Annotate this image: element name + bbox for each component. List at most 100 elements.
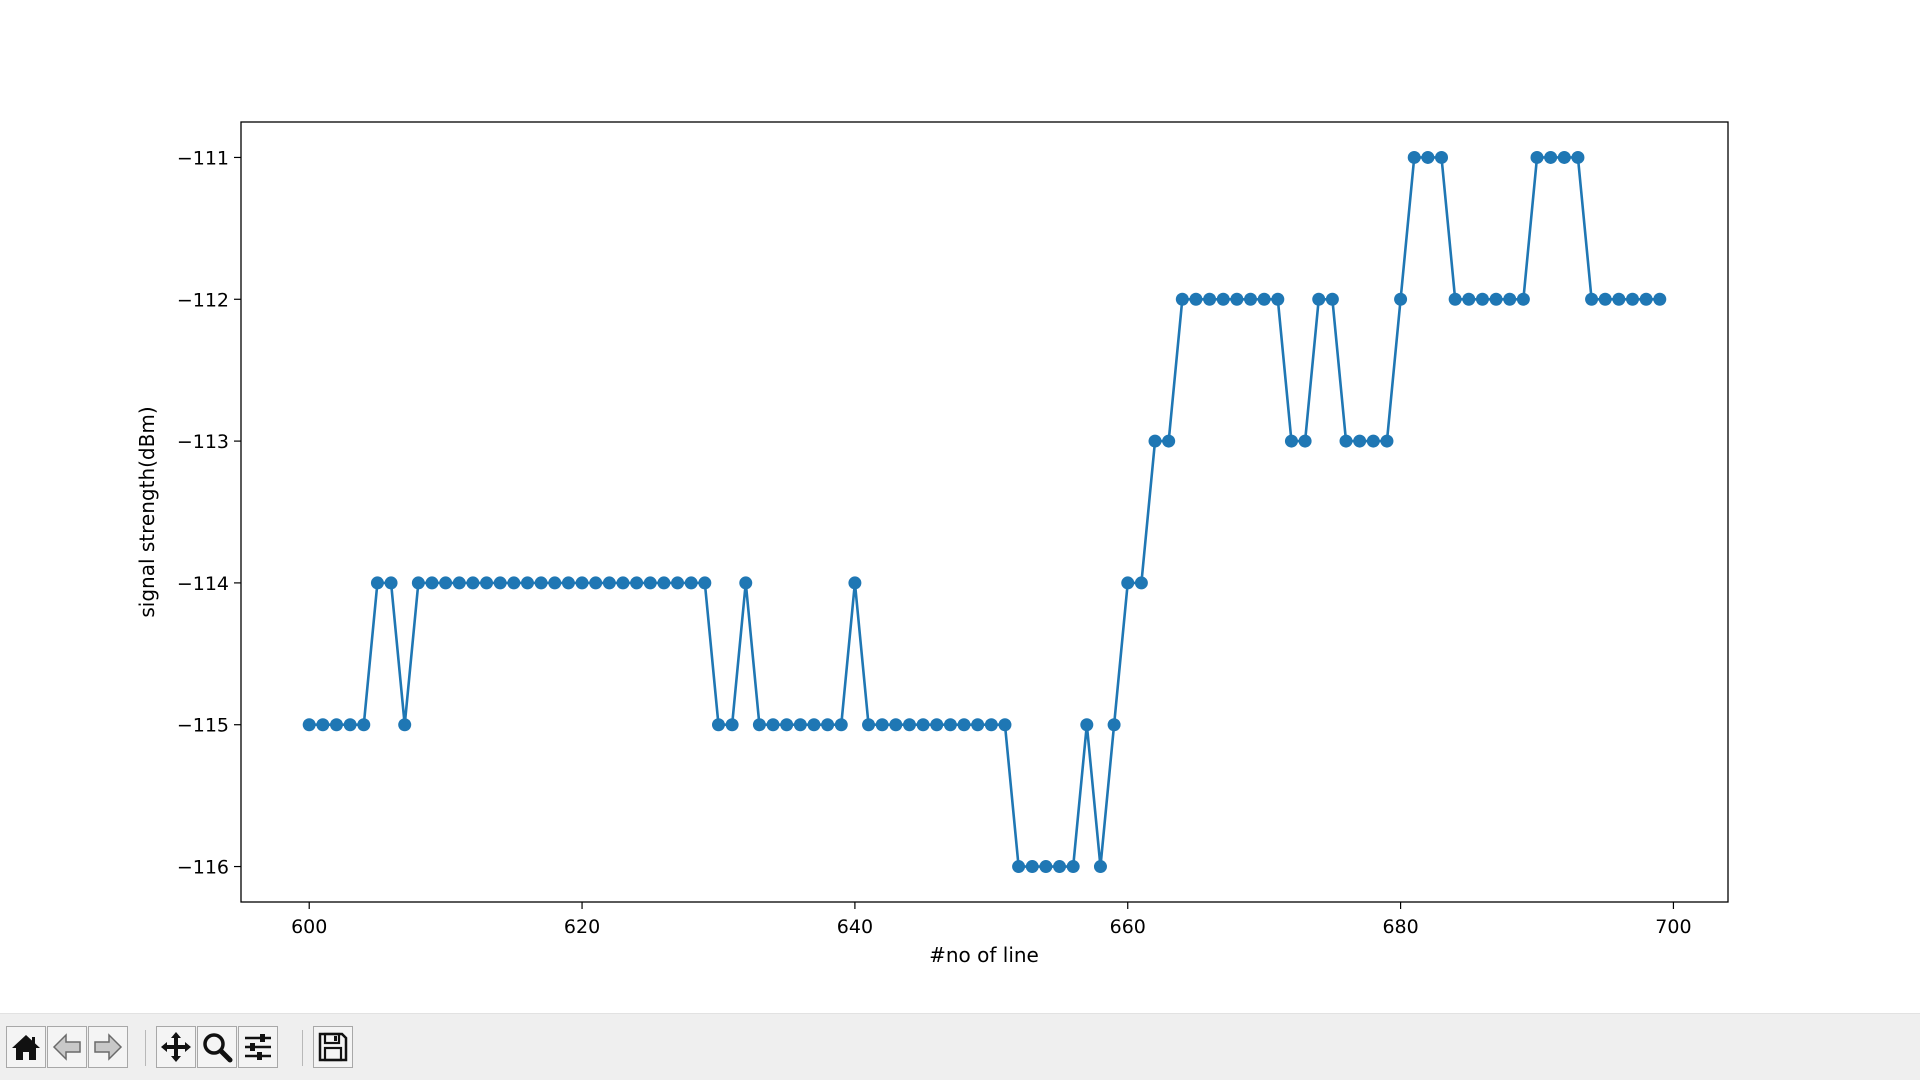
configure-subplots-button[interactable]	[238, 1026, 278, 1068]
save-icon	[318, 1032, 348, 1062]
y-tick-label: −114	[177, 573, 229, 595]
data-point	[466, 576, 480, 590]
data-point	[998, 718, 1012, 732]
pan-button[interactable]	[156, 1026, 196, 1068]
x-tick-label: 600	[291, 916, 327, 938]
home-button[interactable]	[6, 1026, 46, 1068]
data-point	[1271, 292, 1285, 306]
save-button[interactable]	[313, 1026, 353, 1068]
data-point	[370, 576, 384, 590]
data-point	[1230, 292, 1244, 306]
data-point	[1557, 150, 1571, 164]
data-point	[343, 718, 357, 732]
data-point	[671, 576, 685, 590]
data-point	[316, 718, 330, 732]
data-point	[643, 576, 657, 590]
data-point	[452, 576, 466, 590]
data-point	[1080, 718, 1094, 732]
data-point	[1475, 292, 1489, 306]
data-point	[1503, 292, 1517, 306]
data-point	[807, 718, 821, 732]
data-point	[1612, 292, 1626, 306]
plot-area: 600 620 640 660 680 700 −116 −115 −114 −113 −112 −1…	[177, 121, 1729, 938]
data-point	[411, 576, 425, 590]
data-point	[1626, 292, 1640, 306]
data-point	[1107, 718, 1121, 732]
data-point	[1435, 150, 1449, 164]
toolbar-separator	[145, 1030, 146, 1066]
data-point	[875, 718, 889, 732]
data-point	[752, 718, 766, 732]
y-tick-label: −115	[177, 715, 229, 737]
chart-figure: 600 620 640 660 680 700 −116 −115 −114 −113 −112 −1…	[135, 121, 1729, 967]
data-point	[302, 718, 316, 732]
axis-ticks: 600 620 640 660 680 700 −116 −115 −114 −113 −112 −1…	[177, 147, 1692, 938]
data-point	[630, 576, 644, 590]
data-point	[902, 718, 916, 732]
data-point	[1162, 434, 1176, 448]
x-tick-label: 700	[1655, 916, 1691, 938]
data-point	[1421, 150, 1435, 164]
data-point	[507, 576, 521, 590]
data-point	[1462, 292, 1476, 306]
x-tick-label: 660	[1110, 916, 1146, 938]
data-point	[848, 576, 862, 590]
data-point	[1121, 576, 1135, 590]
data-point	[439, 576, 453, 590]
data-point	[384, 576, 398, 590]
zoom-icon	[203, 1033, 233, 1063]
data-point	[1653, 292, 1667, 306]
data-point	[1053, 860, 1067, 874]
home-icon	[12, 1035, 40, 1060]
back-button[interactable]	[47, 1026, 87, 1068]
data-point	[889, 718, 903, 732]
data-point	[1530, 150, 1544, 164]
data-point	[698, 576, 712, 590]
zoom-button[interactable]	[197, 1026, 237, 1068]
data-point	[1407, 150, 1421, 164]
data-point	[1203, 292, 1217, 306]
data-point	[943, 718, 957, 732]
y-tick-label: −111	[177, 147, 229, 169]
data-point	[984, 718, 998, 732]
forward-button[interactable]	[88, 1026, 128, 1068]
data-point	[1325, 292, 1339, 306]
data-point	[398, 718, 412, 732]
data-point	[1298, 434, 1312, 448]
data-point	[739, 576, 753, 590]
toolbar-separator	[302, 1030, 303, 1066]
x-axis-label: #no of line	[929, 943, 1039, 967]
y-tick-label: −112	[177, 289, 229, 311]
data-point	[602, 576, 616, 590]
x-tick-label: 680	[1382, 916, 1418, 938]
data-point	[1312, 292, 1326, 306]
axes-frame	[240, 121, 1729, 903]
x-tick-label: 640	[837, 916, 873, 938]
data-point	[561, 576, 575, 590]
data-point	[1489, 292, 1503, 306]
data-point	[1148, 434, 1162, 448]
data-point	[766, 718, 780, 732]
data-point	[725, 718, 739, 732]
back-arrow-icon	[52, 1033, 81, 1061]
data-point	[1366, 434, 1380, 448]
toolbar	[0, 1013, 1920, 1080]
series-layer	[302, 150, 1667, 874]
data-point	[1025, 860, 1039, 874]
data-point	[1598, 292, 1612, 306]
data-point	[780, 718, 794, 732]
data-point	[1339, 434, 1353, 448]
data-point	[1380, 434, 1394, 448]
data-point	[1516, 292, 1530, 306]
data-point	[834, 718, 848, 732]
y-axis-label: signal strength(dBm)	[135, 406, 159, 617]
data-point	[548, 576, 562, 590]
data-point	[657, 576, 671, 590]
data-point	[589, 576, 603, 590]
data-point	[520, 576, 534, 590]
data-point	[480, 576, 494, 590]
data-point	[1571, 150, 1585, 164]
data-point	[1284, 434, 1298, 448]
data-point	[425, 576, 439, 590]
data-point	[329, 718, 343, 732]
